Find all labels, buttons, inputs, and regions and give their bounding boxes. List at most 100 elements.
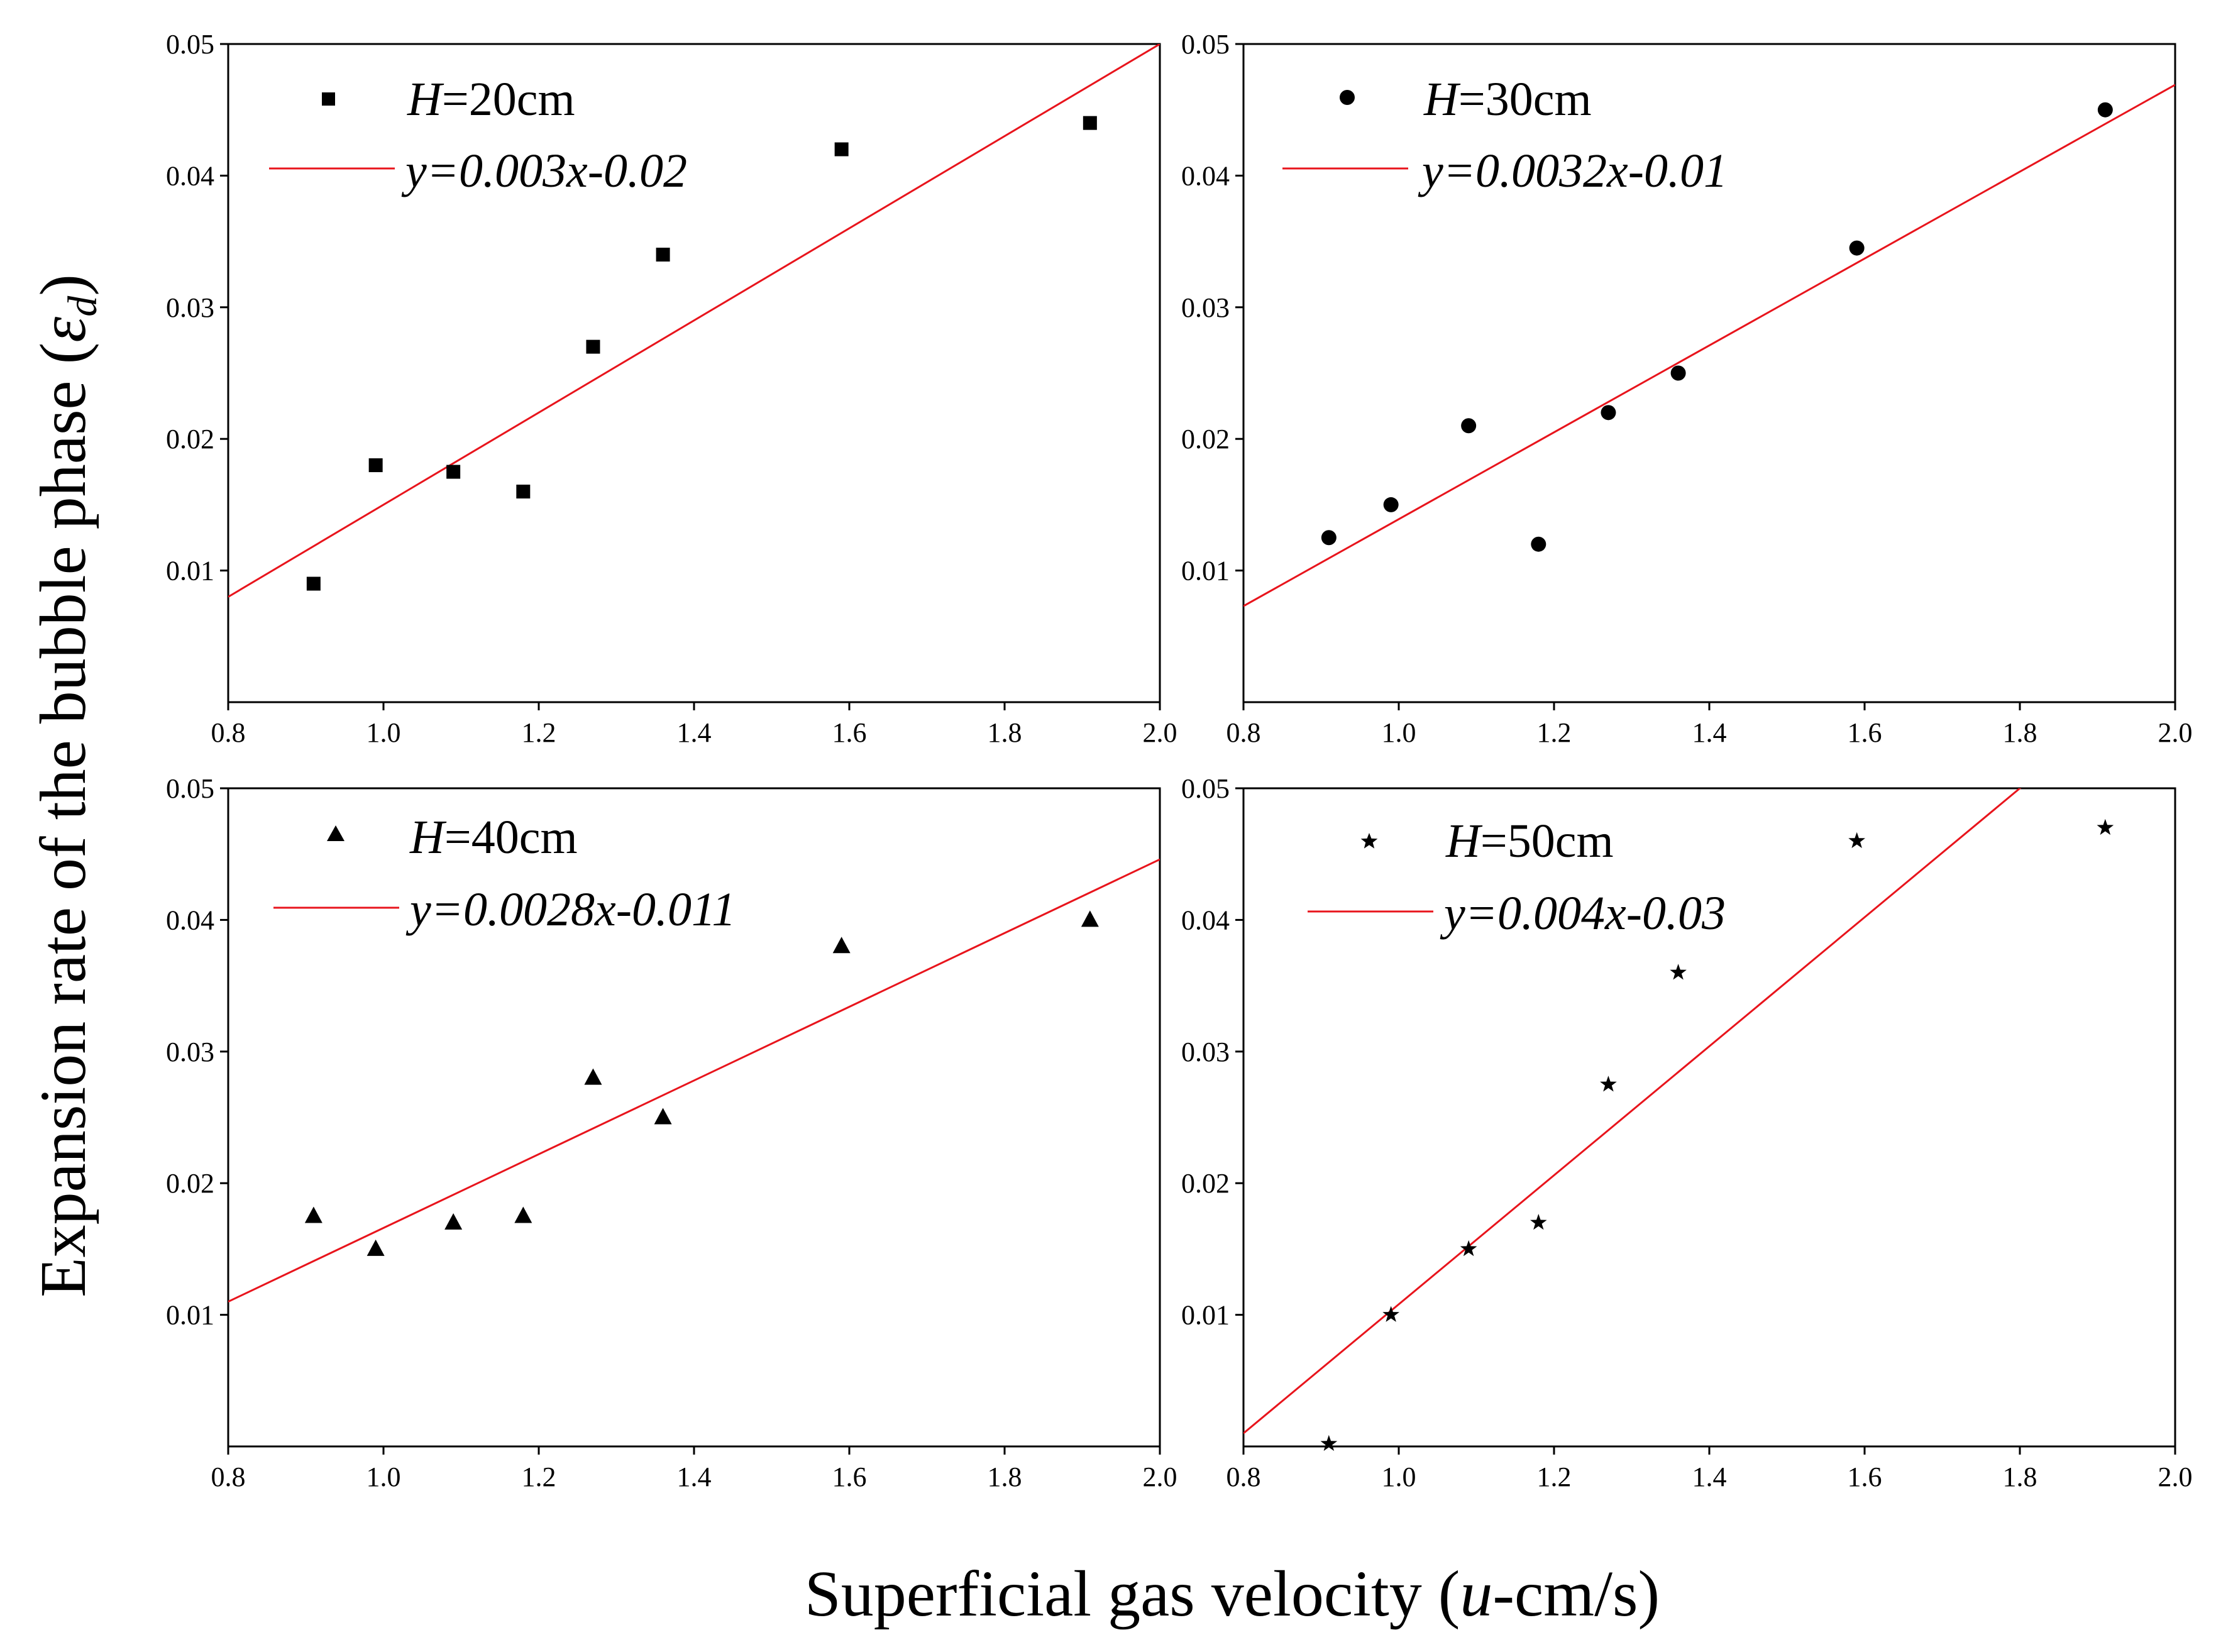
legend: H=20cm y=0.003x-0.02 xyxy=(269,73,687,197)
y-tick-label: 0.01 xyxy=(166,556,214,586)
legend-series-label: H=40cm xyxy=(409,811,578,864)
data-point xyxy=(586,339,600,354)
axis-ticks: 0.8 1.0 1.2 1.4 1.6 1.8 2.0 0.01 0.02 0.03 0.04 0.0… xyxy=(1181,29,2193,748)
panel-h30: 0.8 1.0 1.2 1.4 1.6 1.8 2.0 0.01 0.02 0.03 0.04 0.0… xyxy=(1181,29,2193,748)
data-point xyxy=(514,1206,532,1223)
x-tick-label: 1.6 xyxy=(832,717,867,748)
data-point xyxy=(516,484,531,498)
legend-italic: H xyxy=(407,73,444,126)
y-tick-label: 0.02 xyxy=(166,424,214,454)
y-axis-title-part: Expansion rate of the bubble phase ( xyxy=(27,343,99,1297)
data-point xyxy=(2097,818,2114,835)
x-tick-label: 0.8 xyxy=(1227,717,1261,748)
data-point xyxy=(306,576,321,591)
data-point xyxy=(1081,910,1099,927)
y-tick-label: 0.03 xyxy=(1181,1037,1230,1067)
fit-line xyxy=(228,44,1160,598)
data-point xyxy=(1460,1240,1477,1257)
data-point xyxy=(2097,102,2113,118)
data-point xyxy=(834,142,849,157)
y-tick-label: 0.02 xyxy=(1181,1168,1230,1199)
fit-line xyxy=(1243,788,2022,1434)
data-point xyxy=(1321,530,1337,546)
points-group xyxy=(1321,102,2113,552)
legend-fit-label: y=0.004x-0.03 xyxy=(1440,887,1726,940)
data-point xyxy=(1601,405,1616,421)
x-tick-label: 1.6 xyxy=(1848,717,1882,748)
plot-frame xyxy=(1242,43,2176,703)
y-tick-label: 0.05 xyxy=(1181,773,1230,804)
panel-h50: 0.8 1.0 1.2 1.4 1.6 1.8 2.0 0.01 0.02 0.03 0.04 0.0… xyxy=(1181,773,2193,1492)
y-tick-label: 0.04 xyxy=(1181,160,1230,191)
legend-rest: =30cm xyxy=(1458,73,1592,126)
points-group xyxy=(1320,818,2114,1451)
legend-marker-triangle xyxy=(327,825,345,841)
y-tick-label: 0.02 xyxy=(1181,424,1230,454)
legend: H=30cm y=0.0032x-0.01 xyxy=(1282,73,1728,197)
panel-h40: 0.8 1.0 1.2 1.4 1.6 1.8 2.0 0.01 0.02 0.03 0.04 0.0… xyxy=(166,773,1177,1492)
x-tick-label: 1.2 xyxy=(1537,717,1572,748)
x-tick-label: 1.2 xyxy=(522,717,556,748)
y-tick-label: 0.01 xyxy=(1181,556,1230,586)
data-point xyxy=(1530,1214,1547,1230)
x-tick-label: 1.8 xyxy=(988,717,1022,748)
points-group xyxy=(306,116,1097,591)
x-tick-label: 1.0 xyxy=(367,1462,401,1492)
legend: H=50cm y=0.004x-0.03 xyxy=(1308,815,1726,940)
x-tick-label: 0.8 xyxy=(1227,1462,1261,1492)
fit-line-group xyxy=(1243,84,2175,607)
legend-rest: =50cm xyxy=(1480,815,1614,867)
data-point xyxy=(1849,240,1865,256)
x-tick-label: 2.0 xyxy=(1143,717,1177,748)
x-tick-label: 1.0 xyxy=(1382,1462,1416,1492)
y-axis-title: Expansion rate of the bubble phase (εd) xyxy=(27,274,106,1297)
legend-italic: H xyxy=(1445,815,1483,867)
panel-h20: 0.8 1.0 1.2 1.4 1.6 1.8 2.0 0.01 0.02 0.03 0.04 0.0… xyxy=(166,29,1177,748)
y-tick-label: 0.03 xyxy=(166,1037,214,1067)
x-tick-label: 1.4 xyxy=(677,717,712,748)
legend-italic: H xyxy=(1423,73,1461,126)
y-tick-label: 0.03 xyxy=(166,292,214,323)
axis-ticks: 0.8 1.0 1.2 1.4 1.6 1.8 2.0 0.01 0.02 0.03 0.04 0.0… xyxy=(166,29,1177,748)
legend-series-label: H=20cm xyxy=(407,73,575,126)
data-point xyxy=(1670,964,1687,980)
data-point xyxy=(656,248,670,262)
x-tick-label: 1.8 xyxy=(988,1462,1022,1492)
x-axis-title-part: -cm/s) xyxy=(1492,1558,1660,1630)
legend-marker-circle xyxy=(1340,90,1355,105)
legend: H=40cm y=0.0028x-0.011 xyxy=(273,811,736,936)
data-point xyxy=(1531,536,1546,552)
x-tick-label: 1.6 xyxy=(832,1462,867,1492)
fit-line xyxy=(228,858,1160,1303)
x-axis-title: Superficial gas velocity (u-cm/s) xyxy=(805,1558,1660,1630)
x-axis-title-part: Superficial gas velocity ( xyxy=(805,1558,1460,1630)
y-tick-label: 0.02 xyxy=(166,1168,214,1199)
x-tick-label: 1.8 xyxy=(2003,717,2037,748)
legend-rest: =20cm xyxy=(442,73,575,126)
y-tick-label: 0.05 xyxy=(166,773,214,804)
axis-ticks: 0.8 1.0 1.2 1.4 1.6 1.8 2.0 0.01 0.02 0.03 0.04 0.0… xyxy=(166,773,1177,1492)
data-point xyxy=(832,937,851,954)
legend-italic: H xyxy=(409,811,447,864)
data-point xyxy=(368,458,383,473)
legend-series-label: H=50cm xyxy=(1445,815,1614,867)
legend-fit-label: y=0.0028x-0.011 xyxy=(405,883,736,936)
x-tick-label: 1.0 xyxy=(367,717,401,748)
data-point xyxy=(1848,832,1865,849)
x-tick-label: 2.0 xyxy=(2158,717,2193,748)
data-point xyxy=(1382,1306,1399,1322)
data-point xyxy=(1600,1076,1617,1092)
y-tick-label: 0.04 xyxy=(166,905,214,935)
y-tick-label: 0.04 xyxy=(1181,905,1230,935)
x-axis-title-italic: u xyxy=(1460,1558,1492,1630)
y-tick-label: 0.04 xyxy=(166,160,214,191)
x-tick-label: 1.6 xyxy=(1848,1462,1882,1492)
axis-ticks: 0.8 1.0 1.2 1.4 1.6 1.8 2.0 0.01 0.02 0.03 0.04 0.0… xyxy=(1181,773,2193,1492)
x-tick-label: 1.2 xyxy=(522,1462,556,1492)
data-point xyxy=(367,1239,385,1256)
x-tick-label: 1.4 xyxy=(1692,717,1727,748)
fit-line-group xyxy=(1243,788,2022,1434)
data-point xyxy=(1083,116,1097,130)
legend-marker-square xyxy=(322,92,335,106)
